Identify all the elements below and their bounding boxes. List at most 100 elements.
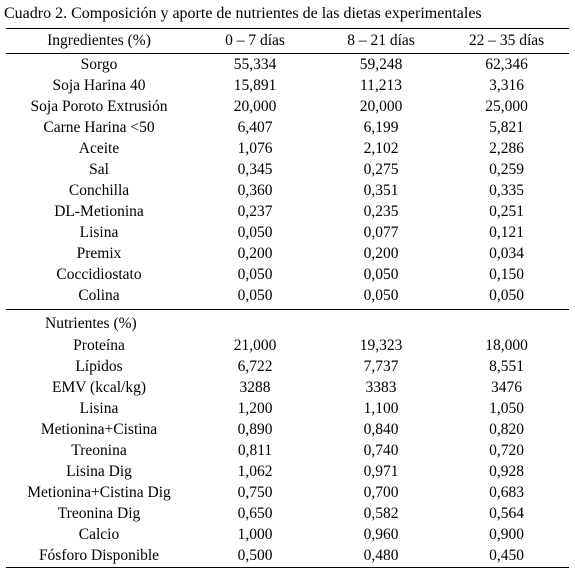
- row-value: 3288: [239, 379, 271, 396]
- table-row: Sorgo 55,334 59,248 62,346: [6, 54, 569, 75]
- table-row: Calcio 1,000 0,960 0,900: [6, 524, 569, 545]
- row-value: 8,551: [489, 358, 524, 375]
- row-value: 0,121: [489, 224, 524, 241]
- rule-bottom: [6, 567, 569, 568]
- row-label: Proteína: [73, 337, 125, 354]
- row-label: Colina: [78, 287, 120, 304]
- row-value: 0,700: [363, 484, 399, 501]
- rule-header-bottom: [6, 53, 569, 54]
- row-value: 0,050: [489, 287, 524, 304]
- row-value: 5,821: [489, 119, 524, 136]
- table-row: Treonina Dig 0,650 0,582 0,564: [6, 503, 569, 524]
- row-value: 0,750: [237, 484, 273, 501]
- row-label: Metionina+Cistina Dig: [27, 484, 171, 501]
- rule-top: [6, 28, 569, 29]
- row-value: 1,000: [237, 526, 273, 543]
- row-value: 0,050: [363, 287, 399, 304]
- table-row: Soja Harina 40 15,891 11,213 3,316: [6, 75, 569, 96]
- row-value: 0,275: [363, 161, 399, 178]
- row-value: 6,407: [237, 119, 273, 136]
- row-label: Lisina: [79, 224, 119, 241]
- header-period-3: 22 – 35 días: [468, 32, 545, 49]
- row-label: Coccidiostato: [56, 266, 142, 283]
- row-value: 0,564: [489, 505, 524, 522]
- row-value: 0,582: [363, 505, 399, 522]
- row-value: 25,000: [485, 98, 528, 115]
- rule-section-divider: [6, 309, 569, 310]
- header-ingredients: Ingredientes (%): [47, 32, 151, 49]
- row-value: 0,811: [237, 442, 273, 459]
- row-value: 0,683: [489, 484, 524, 501]
- row-value: 1,100: [363, 400, 399, 417]
- row-value: 18,000: [485, 337, 528, 354]
- table-row: Lisina Dig 1,062 0,971 0,928: [6, 461, 569, 482]
- row-value: 2,102: [363, 140, 399, 157]
- row-label: EMV (kcal/kg): [52, 379, 146, 396]
- row-label: Treonina: [71, 442, 127, 459]
- row-value: 0,150: [489, 266, 524, 283]
- row-value: 0,971: [363, 463, 399, 480]
- row-value: 0,740: [363, 442, 399, 459]
- row-value: 59,248: [359, 56, 403, 73]
- row-value: 55,334: [233, 56, 277, 73]
- table-row: Aceite 1,076 2,102 2,286: [6, 138, 569, 159]
- header-period-1: 0 – 7 días: [225, 32, 285, 49]
- row-value: 0,928: [489, 463, 524, 480]
- row-value: 0,050: [237, 224, 273, 241]
- row-label: DL-Metionina: [54, 203, 144, 220]
- row-value: 0,840: [363, 421, 399, 438]
- row-value: 1,062: [237, 463, 273, 480]
- row-value: 0,650: [237, 505, 273, 522]
- row-value: 0,251: [489, 203, 524, 220]
- table-row: Conchilla 0,360 0,351 0,335: [6, 180, 569, 201]
- row-value: 6,722: [237, 358, 273, 375]
- row-value: 0,077: [363, 224, 399, 241]
- row-value: 20,000: [359, 98, 403, 115]
- row-value: 0,960: [363, 526, 399, 543]
- row-value: 3383: [365, 379, 397, 396]
- row-value: 3,316: [489, 77, 524, 94]
- row-value: 0,050: [237, 287, 273, 304]
- row-value: 0,500: [237, 547, 273, 564]
- row-label: Sal: [89, 161, 109, 178]
- row-value: 1,050: [489, 400, 524, 417]
- row-value: 19,323: [359, 337, 403, 354]
- table-row: Lípidos 6,722 7,737 8,551: [6, 356, 569, 377]
- row-value: 11,213: [359, 77, 403, 94]
- row-label: Aceite: [78, 140, 120, 157]
- row-value: 0,335: [489, 182, 524, 199]
- table-row: EMV (kcal/kg) 3288 3383 3476: [6, 377, 569, 398]
- row-value: 0,360: [237, 182, 273, 199]
- row-value: 0,034: [489, 245, 524, 262]
- row-value: 0,480: [363, 547, 399, 564]
- row-label: Carne Harina <50: [43, 119, 155, 136]
- row-value: 0,050: [363, 266, 399, 283]
- row-label: Lisina Dig: [66, 463, 132, 480]
- row-label: Sorgo: [80, 56, 118, 73]
- table-row: Fósforo Disponible 0,500 0,480 0,450: [6, 545, 569, 566]
- table-row: Metionina+Cistina 0,890 0,840 0,820: [6, 419, 569, 440]
- row-value: 0,900: [489, 526, 524, 543]
- row-value: 0,259: [489, 161, 524, 178]
- row-label: Premix: [76, 245, 122, 262]
- table-row: Lisina 0,050 0,077 0,121: [6, 222, 569, 243]
- row-label: Conchilla: [68, 182, 130, 199]
- row-label: Fósforo Disponible: [38, 547, 160, 564]
- table-row: Proteína 21,000 19,323 18,000: [6, 335, 569, 356]
- row-value: 0,200: [237, 245, 273, 262]
- row-value: 0,235: [363, 203, 399, 220]
- table-row: DL-Metionina 0,237 0,235 0,251: [6, 201, 569, 222]
- table-row: Premix 0,200 0,200 0,034: [6, 243, 569, 264]
- row-value: 0,450: [489, 547, 524, 564]
- table-caption: Cuadro 2. Composición y aporte de nutrie…: [4, 5, 482, 22]
- row-value: 2,286: [489, 140, 524, 157]
- row-value: 6,199: [363, 119, 399, 136]
- row-label: Calcio: [78, 526, 120, 543]
- table-row: Lisina 1,200 1,100 1,050: [6, 398, 569, 419]
- row-label: Treonina Dig: [57, 505, 141, 522]
- row-label: Soja Harina 40: [52, 77, 146, 94]
- table-row: Metionina+Cistina Dig 0,750 0,700 0,683: [6, 482, 569, 503]
- table-row: Sal 0,345 0,275 0,259: [6, 159, 569, 180]
- table-row: Carne Harina <50 6,407 6,199 5,821: [6, 117, 569, 138]
